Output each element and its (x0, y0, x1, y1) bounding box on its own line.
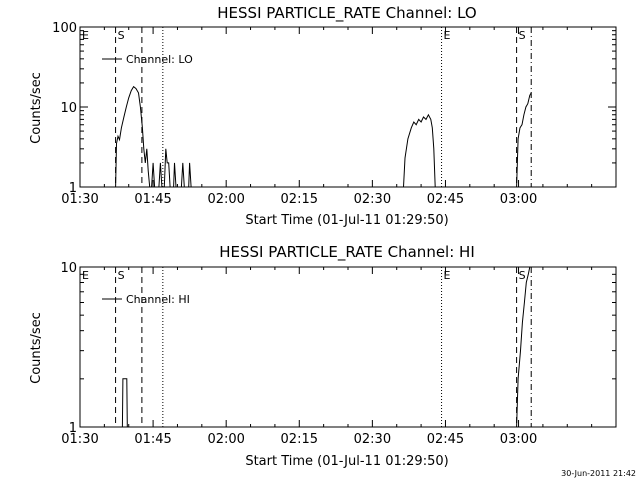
chart2-xtick-label: 01:30 (61, 432, 98, 447)
chart2-marker-label: S (118, 269, 125, 282)
chart1-series-segment (163, 148, 171, 188)
chart1-ytick-label: 1 (69, 181, 77, 196)
chart1-marker-label: S (118, 29, 125, 42)
chart1-marker-label: E (444, 29, 451, 42)
chart1-series-segment (403, 113, 436, 188)
chart2-legend-label: Channel: HI (126, 293, 190, 306)
chart2-xtick-label: 02:15 (281, 432, 318, 447)
chart2-title: HESSI PARTICLE_RATE Channel: HI (219, 243, 475, 262)
chart1-xtick-label: 02:15 (281, 192, 318, 207)
chart1-marker-label: E (82, 29, 89, 42)
chart1-xtick-label: 01:45 (134, 192, 171, 207)
chart2-marker-label: E (444, 269, 451, 282)
chart1-xtick-label: 03:00 (500, 192, 537, 207)
chart2-xtick-label: 03:00 (500, 432, 537, 447)
chart1-ytick-label: 100 (52, 21, 77, 36)
chart1-series-segment (188, 162, 192, 188)
chart1-series-segment (173, 162, 177, 188)
chart1-legend-label: Channel: LO (126, 53, 193, 66)
chart2-ytick-label: 10 (60, 261, 77, 276)
chart2-series-segment (121, 378, 128, 428)
timestamp: 30-Jun-2011 21:42 (561, 469, 636, 478)
chart2-ytick-label: 1 (69, 421, 77, 436)
chart2-xlabel: Start Time (01-Jul-11 01:29:50) (245, 454, 448, 469)
chart1-series-segment (516, 92, 532, 188)
chart1-xtick-label: 02:45 (427, 192, 464, 207)
chart1-marker-label: S (519, 29, 526, 42)
chart2-series-segment (516, 266, 531, 428)
chart2-xtick-label: 01:45 (134, 432, 171, 447)
chart2-xtick-label: 02:45 (427, 432, 464, 447)
chart2-marker-label: E (82, 269, 89, 282)
chart2-ylabel: Counts/sec (29, 312, 44, 384)
chart2-xtick-label: 02:30 (354, 432, 391, 447)
chart1-xtick-label: 02:00 (207, 192, 244, 207)
chart1-ylabel: Counts/sec (29, 72, 44, 144)
chart1-plot: 01:30 01:45 02:00 02:15 02:30 02:45 03:00 1 10 10… (52, 21, 617, 207)
chart1-xtick-label: 01:30 (61, 192, 98, 207)
chart1-title: HESSI PARTICLE_RATE Channel: LO (217, 4, 476, 23)
chart2-marker-label: S (519, 269, 526, 282)
chart1-series-segment (180, 162, 185, 188)
chart1-xlabel: Start Time (01-Jul-11 01:29:50) (245, 213, 448, 228)
chart1-series-segment (158, 162, 163, 188)
chart1-ytick-label: 10 (60, 101, 77, 116)
chart1-series-segment (151, 162, 156, 188)
chart2-xtick-label: 02:00 (207, 432, 244, 447)
chart1-series-segment (115, 85, 151, 188)
chart1-xtick-label: 02:30 (354, 192, 391, 207)
chart2-plot: 01:30 01:45 02:00 02:15 02:30 02:45 03:00 1 10 E S… (60, 261, 617, 447)
chart2-frame (79, 266, 617, 428)
